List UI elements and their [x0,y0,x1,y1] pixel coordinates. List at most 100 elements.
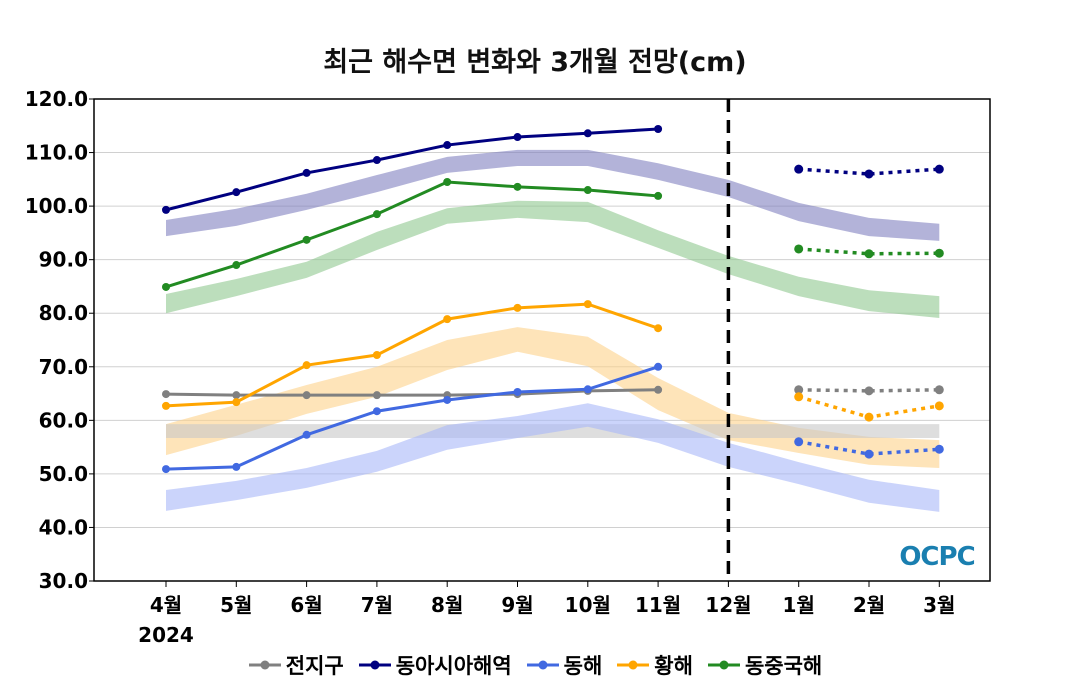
forecast-line-0 [798,388,940,393]
data-point [302,430,311,439]
legend-item: 전지구 [248,650,344,680]
data-point [583,129,592,138]
forecast-point [864,169,874,179]
data-point [583,300,592,309]
x-tick-label: 2월 [853,593,885,617]
legend-item: 황해 [616,650,693,680]
series-line-2 [165,365,659,471]
ocpc-logo: OCPC [899,542,974,572]
legend-marker [617,660,650,670]
y-tick-label: 30.0 [39,569,88,593]
x-tick-label: 1월 [783,593,815,617]
data-point [654,124,663,133]
data-point [372,407,381,416]
data-point [443,141,452,150]
forecast-point [864,249,874,259]
data-point [302,168,311,177]
data-point [443,315,452,324]
y-tick-label: 120.0 [25,87,88,111]
chart-plot: 30.0 40.0 50.0 60.0 70.0 80.0 90.0 100.0 110.0 12… [25,87,991,647]
y-tick-label: 100.0 [25,194,88,218]
series-line-4 [165,180,659,289]
x-tick-label: 7월 [361,593,393,617]
data-point [583,385,592,394]
forecast-point [864,386,874,396]
legend-item: 동해 [526,650,603,680]
data-point [162,401,170,410]
data-point [443,178,452,187]
data-point [372,210,381,219]
chart-title: 최근 해수면 변화와 3개월 전망(cm) [323,47,747,78]
data-point [654,324,663,333]
plot-frame [93,98,991,582]
forecast-point [794,164,804,174]
forecast-line-1 [798,167,940,176]
data-point [513,182,522,191]
data-point [162,205,170,214]
data-point [302,391,311,400]
forecast-point [934,248,944,258]
legend-marker [248,660,281,670]
x-tick-label: 12월 [705,593,751,617]
forecast-line-2 [798,440,940,456]
forecast-point [934,164,944,174]
legend-label: 동아시아해역 [395,654,512,678]
forecast-point [794,385,804,395]
x-tick-label: 3월 [923,593,955,617]
x-tick-label: 9월 [501,593,533,617]
y-tick-label: 80.0 [39,301,88,325]
legend-marker [707,660,740,670]
data-point [372,391,381,400]
forecast-line-4 [798,247,940,256]
x-tick-label: 8월 [431,593,463,617]
legend-label: 동해 [563,654,603,678]
data-point [372,156,381,165]
data-point [654,191,663,200]
band-2 [166,403,940,512]
forecast-point [794,244,804,254]
legend-label: 황해 [654,654,693,678]
forecast-point [864,449,874,459]
data-point [583,186,592,195]
forecast-point [934,401,944,411]
y-tick-label: 70.0 [39,355,88,379]
data-point [302,361,311,370]
legend-item: 동중국해 [707,650,822,680]
y-tick-label: 90.0 [39,248,88,272]
data-point [232,188,241,197]
x-tick-label: 4월 [150,593,182,617]
data-point [232,391,241,400]
series-line-1 [165,127,659,212]
data-point [232,462,241,471]
y-tick-label: 60.0 [39,408,88,432]
forecast-point [794,392,804,402]
legend-item: 동아시아해역 [358,650,512,680]
x-tick-label: 6월 [290,593,322,617]
data-point [232,398,241,407]
data-point [302,235,311,244]
legend-label: 전지구 [285,654,344,678]
y-tick-label: 40.0 [39,515,88,539]
band-1 [166,149,940,241]
data-point [654,362,663,371]
data-point [162,465,170,474]
x-tick-label: 11월 [635,593,681,617]
data-point [513,133,522,142]
data-point [443,395,452,404]
x-tick-label: 10월 [565,593,611,617]
data-point [654,385,663,394]
data-point [232,261,241,270]
forecast-point [794,437,804,447]
forecast-point [864,412,874,422]
data-point [162,390,170,399]
year-label: 2024 [138,623,194,647]
data-point [513,387,522,396]
data-point [372,350,381,359]
forecast-point [934,385,944,395]
y-tick-label: 110.0 [25,141,88,165]
data-point [162,282,170,291]
legend-label: 동중국해 [744,654,823,678]
legend-marker [526,660,559,670]
data-point [513,303,522,312]
series-line-3 [165,302,659,408]
